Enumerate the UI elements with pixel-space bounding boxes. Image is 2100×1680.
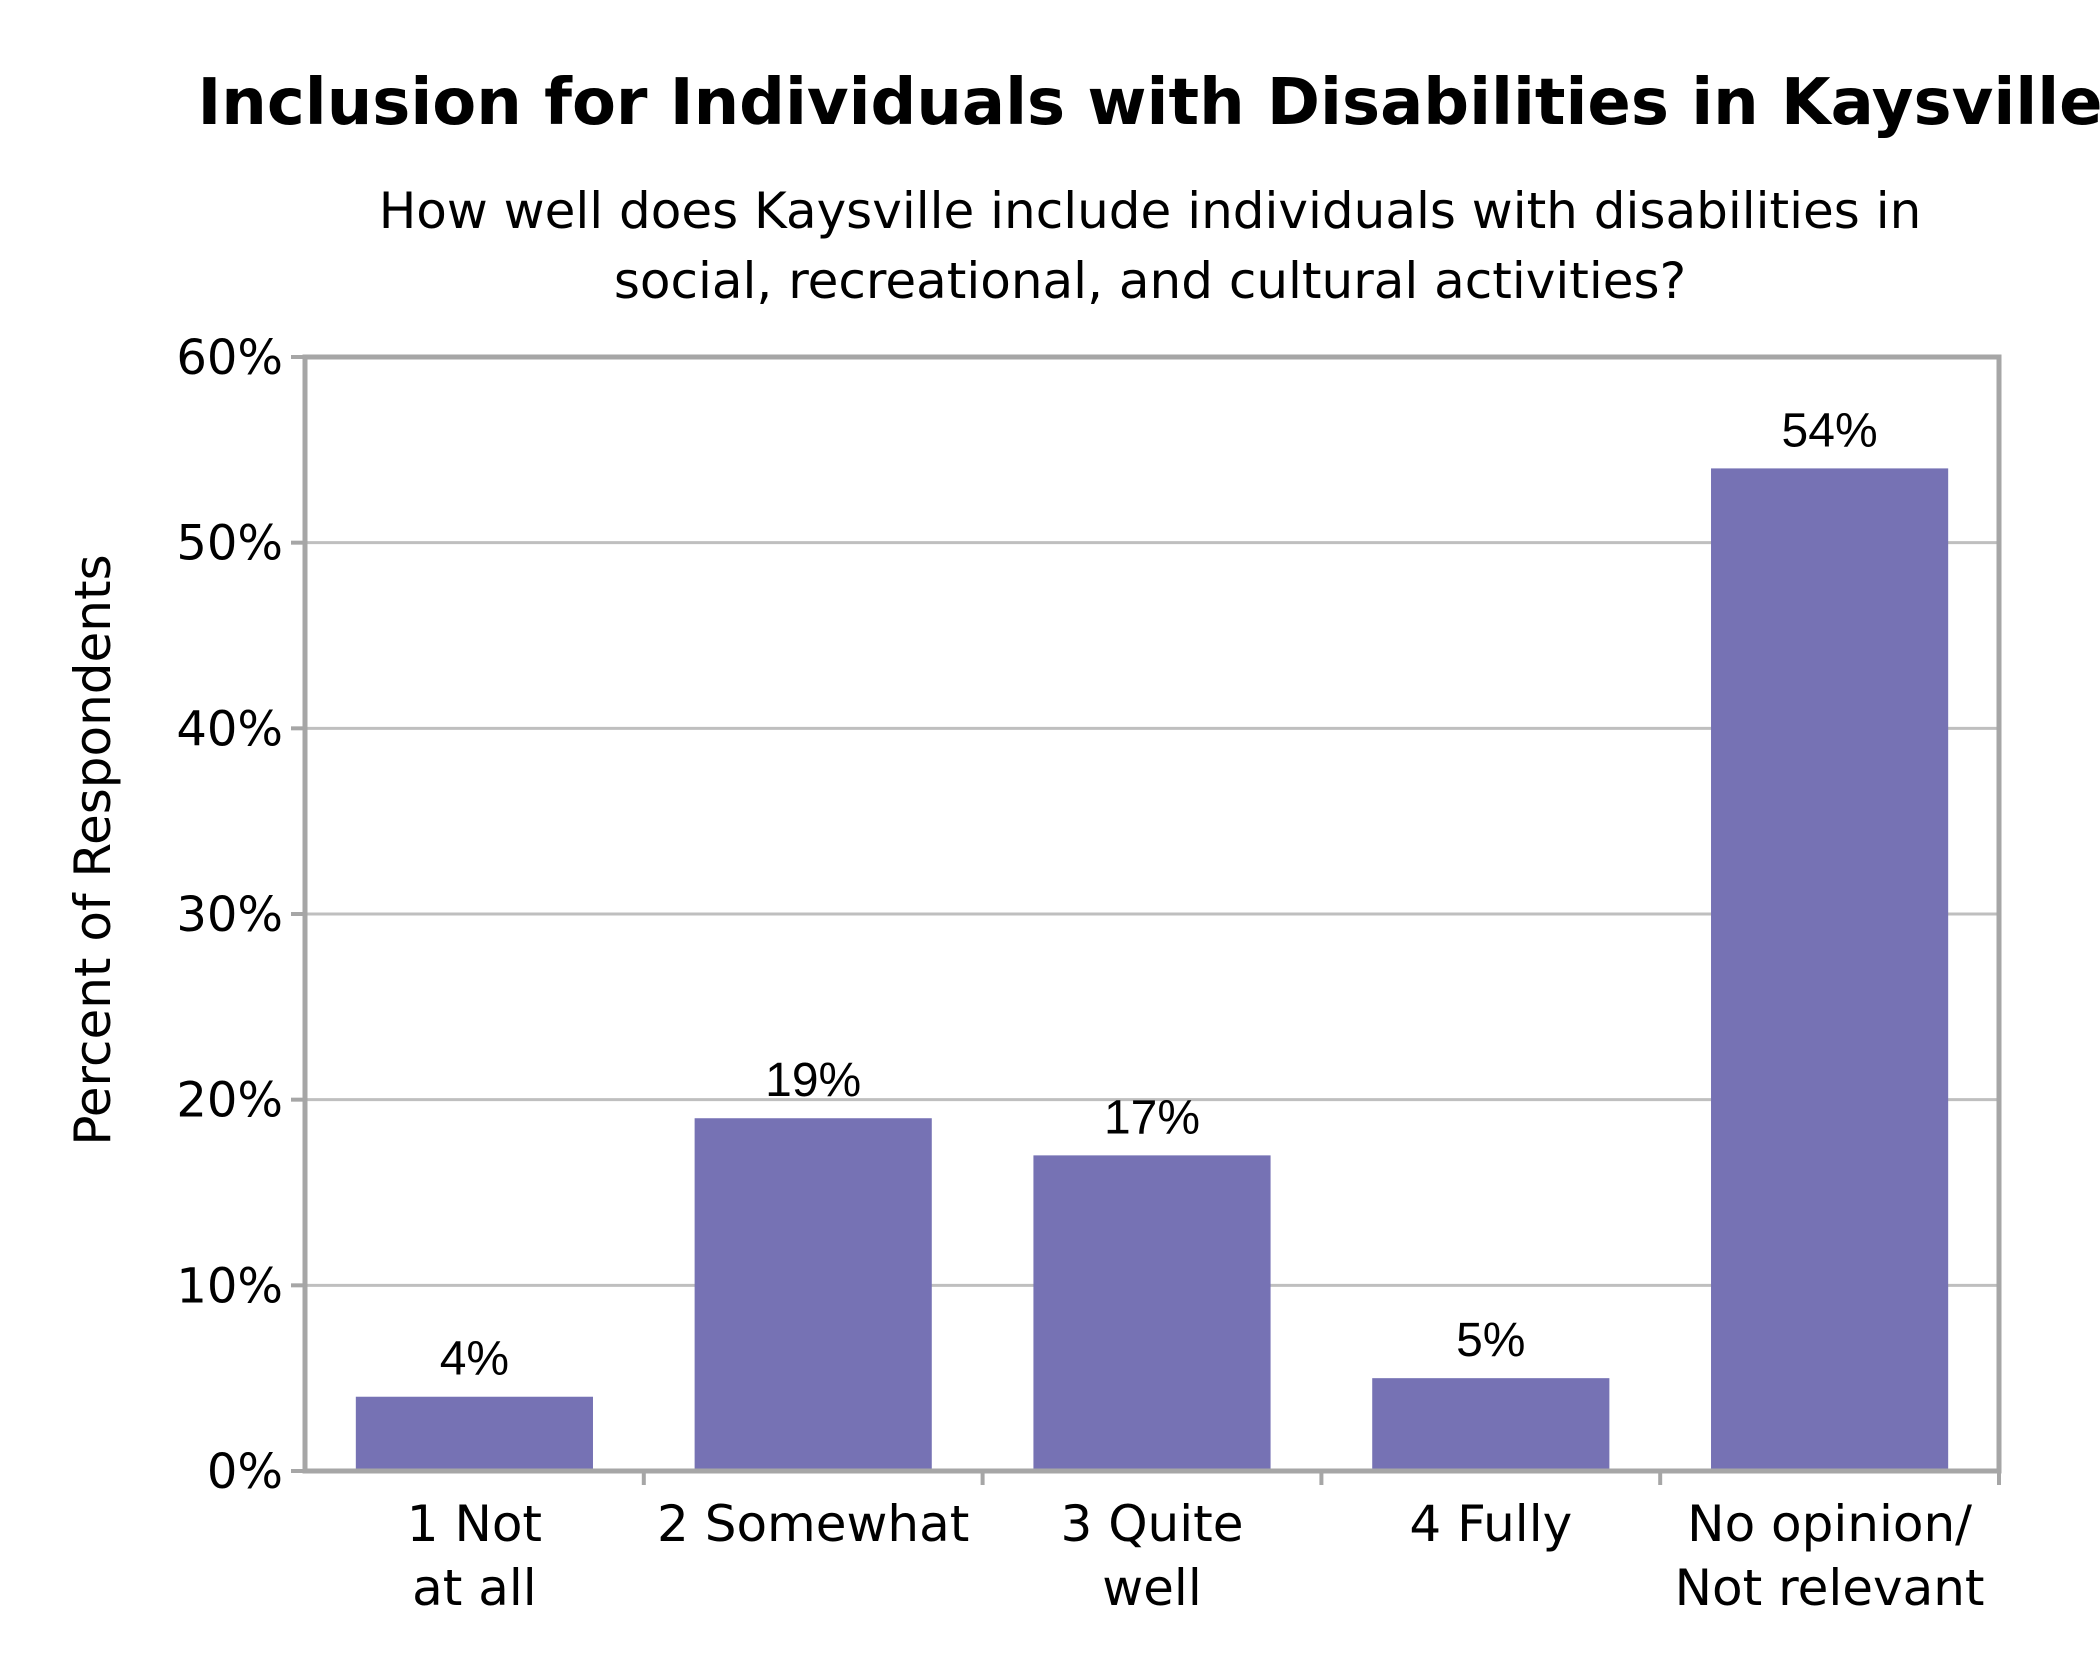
y-tick-label: 60% (176, 330, 283, 386)
y-tick-label: 50% (176, 516, 283, 572)
bar-value-label: 54% (1782, 404, 1878, 457)
x-category-label: well (1102, 1559, 1201, 1617)
chart-subtitle-line-2: social, recreational, and cultural activ… (614, 252, 1686, 310)
bar (694, 1118, 932, 1471)
x-category-label: 1 Not (407, 1495, 542, 1553)
x-axis-categories: 1 Not at all 2 Somewhat 3 Quite well 4 Fully N… (407, 1471, 2001, 1617)
data-labels: 4% 19% 17% 5% 54% (440, 404, 1878, 1385)
chart-subtitle-line-1: How well does Kaysville include individu… (379, 182, 1922, 240)
bar (355, 1396, 593, 1471)
bar (1033, 1155, 1271, 1471)
bar-value-label: 4% (440, 1333, 509, 1386)
bars (355, 468, 1949, 1471)
y-axis-label: Percent of Respondents (64, 554, 122, 1145)
x-category-label: 4 Fully (1409, 1495, 1572, 1553)
y-tick-label: 20% (176, 1073, 283, 1129)
bar (1711, 468, 1949, 1471)
bar-value-label: 17% (1104, 1091, 1200, 1144)
bar (1372, 1378, 1610, 1471)
y-axis-ticks: 0% 10% 20% 30% 40% 50% 60% (176, 330, 305, 1500)
y-tick-label: 10% (176, 1258, 283, 1314)
x-category-label: No opinion/ (1687, 1495, 1972, 1553)
x-category-label: Not relevant (1675, 1559, 1985, 1617)
y-tick-label: 40% (176, 701, 283, 757)
chart-title: Inclusion for Individuals with Disabilit… (197, 66, 2100, 140)
y-tick-label: 0% (207, 1444, 283, 1500)
plot-frame (302, 354, 2002, 1474)
bar-value-label: 19% (765, 1054, 861, 1107)
x-category-label: at all (412, 1559, 537, 1617)
x-category-label: 3 Quite (1060, 1495, 1243, 1553)
bar-value-label: 5% (1456, 1314, 1525, 1367)
x-category-label: 2 Somewhat (657, 1495, 969, 1553)
y-tick-label: 30% (176, 887, 283, 943)
